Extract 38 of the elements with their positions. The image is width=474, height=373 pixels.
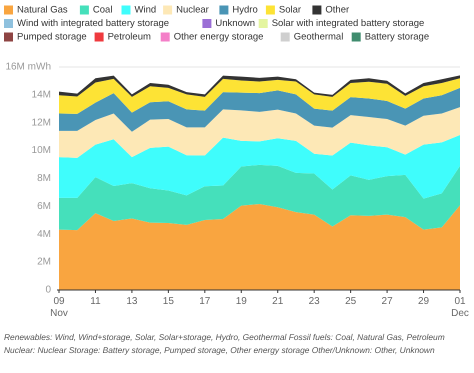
x-tick-label: 01 Dec [451,296,469,319]
x-tick-label: 13 [126,296,138,307]
legend-label: Petroleum [108,32,151,42]
legend-label: Other energy storage [174,32,264,42]
x-tick-label: 17 [199,296,211,307]
legend-label: Wind with integrated battery storage [17,18,170,29]
legend-label: Coal [92,4,112,16]
y-tick-label: 14M [32,89,51,100]
legend-label: Solar with integrated battery storage [272,18,424,29]
x-tick-label: 19 [236,296,248,307]
y-tick-label: 10M [32,145,51,156]
x-tick-label: 29 [418,296,430,307]
y-tick-label: 4M [37,228,51,240]
x-tick-label: 25 [345,296,357,307]
y-tick-label: 2M [37,256,51,268]
legend-label: Hydro [232,4,258,16]
x-tick-label: 23 [308,296,320,307]
y-tick-label: 0 [45,284,52,296]
x-tick-label: 11 [90,296,102,307]
x-tick-label: 27 [382,296,394,307]
legend-label: Solar [278,4,302,16]
y-tick-label: 8M [37,173,51,184]
legend-label: Natural Gas [17,4,68,16]
legend-label: Other [325,4,350,16]
legend-label: Battery storage [364,32,430,42]
y-tick-label: 6M [37,200,51,212]
legend-label: Nuclear [176,4,209,16]
legend-label: Wind [134,4,156,16]
text: Renewables: Wind, Wind+storage, Solar, Solar+storage, Hydro, Geothermal Fossil fuels: Coal, Natural Gas, Petroleum [4,332,445,342]
x-tick-label: 15 [162,296,174,307]
x-tick-label: 21 [272,296,284,307]
x-tick-label: 09 Nov [50,296,68,319]
y-tick-label: 16M mWh [5,62,51,72]
legend-label: Unknown [215,18,256,29]
y-tick-label: 12M [32,117,51,128]
legend-label: Pumped storage [17,32,87,42]
text: Nuclear: Nuclear Storage: Battery storage, Pumped storage, Other energy storage Other/Unknown: Other, Unknown [4,345,435,355]
legend-label: Geothermal [294,32,344,42]
